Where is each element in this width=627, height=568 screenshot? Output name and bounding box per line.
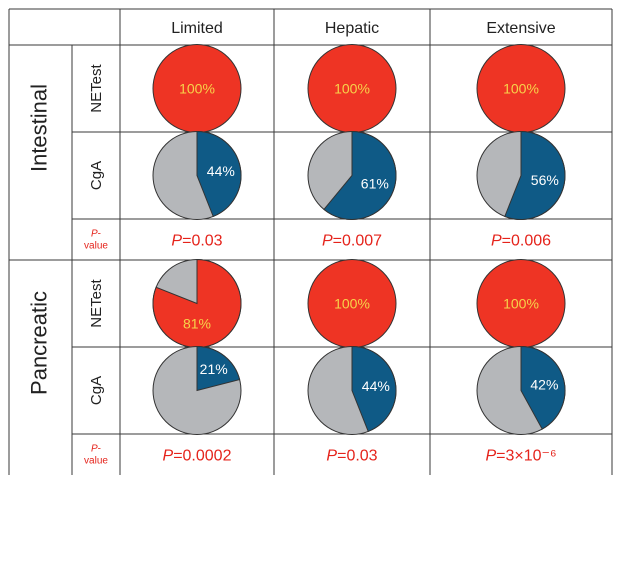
pie-slice: [196, 345, 241, 392]
pie-intestinal-netest-limited: 100%: [152, 44, 242, 133]
pvalue-row-label: P-value: [84, 229, 108, 252]
marker-label-netest: NETest: [88, 64, 105, 113]
column-header-limited: Limited: [171, 20, 223, 37]
pie-value-label: 100%: [334, 81, 370, 97]
pie-value-label: 42%: [530, 377, 558, 393]
column-header-hepatic: Hepatic: [325, 20, 379, 37]
column-header-extensive: Extensive: [486, 20, 555, 37]
pie-value-label: 100%: [503, 81, 539, 97]
pvalue-pancreatic-extensive: P=3×10⁻⁶: [485, 448, 556, 465]
pie-value-label: 100%: [503, 296, 539, 312]
pie-slice: [323, 130, 397, 220]
pvalue-row-label: P-value: [84, 444, 108, 467]
pie-intestinal-cga-limited: 44%: [152, 130, 242, 220]
pvalue-intestinal-extensive: P=0.006: [491, 233, 551, 250]
pvalue-intestinal-hepatic: P=0.007: [322, 233, 382, 250]
pie-slice: [351, 345, 397, 433]
pie-slice: [152, 258, 242, 348]
pie-pancreatic-cga-hepatic: 44%: [307, 345, 397, 435]
pie-intestinal-cga-hepatic: 61%: [307, 130, 397, 220]
pie-value-label: 21%: [200, 361, 228, 377]
pie-value-label: 56%: [531, 172, 559, 188]
pie-value-label: 44%: [207, 163, 235, 179]
pie-value-label: 100%: [334, 296, 370, 312]
pie-slice: [520, 345, 566, 430]
pie-pancreatic-netest-limited: 81%: [152, 258, 242, 348]
pvalue-pancreatic-limited: P=0.0002: [163, 448, 232, 465]
pie-intestinal-netest-hepatic: 100%: [307, 44, 397, 133]
pie-pancreatic-cga-extensive: 42%: [476, 345, 566, 435]
pie-pancreatic-netest-hepatic: 100%: [307, 259, 397, 348]
marker-label-cga: CgA: [88, 161, 105, 190]
pie-value-label: 81%: [183, 315, 211, 331]
pvalue-pancreatic-hepatic: P=0.03: [326, 448, 377, 465]
pie-value-label: 61%: [361, 176, 389, 192]
pie-pancreatic-cga-limited: 21%: [152, 345, 242, 435]
marker-label-netest: NETest: [88, 279, 105, 328]
pie-slice: [196, 130, 242, 218]
group-label-intestinal: Intestinal: [27, 84, 52, 172]
pie-value-label: 100%: [179, 81, 215, 97]
pie-value-label: 44%: [362, 378, 390, 394]
pie-intestinal-cga-extensive: 56%: [476, 130, 566, 220]
pvalue-intestinal-limited: P=0.03: [171, 233, 222, 250]
pie-pancreatic-netest-extensive: 100%: [476, 259, 566, 348]
marker-label-cga: CgA: [88, 376, 105, 405]
group-label-pancreatic: Pancreatic: [27, 291, 52, 395]
pie-slice: [504, 130, 566, 220]
pie-intestinal-netest-extensive: 100%: [476, 44, 566, 133]
